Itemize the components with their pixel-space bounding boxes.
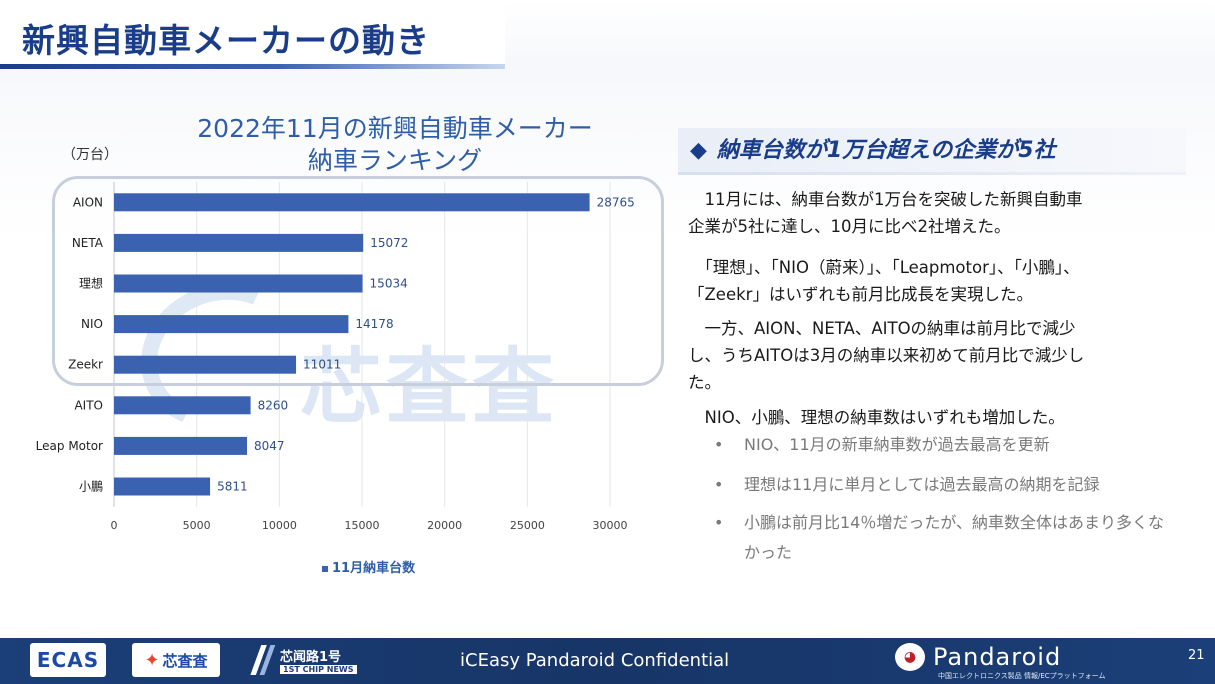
bullet-dot-icon: • — [714, 435, 724, 454]
bar-value-label: 5811 — [217, 480, 248, 494]
bullet-text: 理想は11月に単月としては過去最高の納期を記録 — [744, 475, 1100, 494]
paragraph-line: し、うちAITOは3月の納車以来初めて前月比で減少し — [688, 346, 1085, 365]
bullet-text: NIO、11月の新車納車数が過去最高を更新 — [744, 435, 1050, 454]
chart-title-line1: 2022年11月の新興自動車メーカー — [197, 114, 593, 143]
slide-title: 新興自動車メーカーの動き — [22, 21, 430, 60]
chart-title: 2022年11月の新興自動車メーカー 納車ランキング — [150, 113, 640, 177]
bullet-item-1: • NIO、11月の新車納車数が過去最高を更新 — [714, 430, 1174, 460]
category-label: NETA — [72, 236, 104, 250]
legend-label: 11月納車台数 — [332, 561, 416, 576]
paragraph-4: NIO、小鵬、理想の納車数はいずれも増加した。 — [688, 404, 1158, 431]
chip-news-text: 芯闻路1号 1ST CHIP NEWS — [280, 646, 357, 674]
paragraph-line: 企業が5社に達し、10月に比べ2社増えた。 — [688, 217, 1011, 236]
right-heading-rule — [678, 172, 1186, 175]
bar-value-label: 8047 — [254, 439, 285, 453]
pandaroid-logo: ◕ Pandaroid — [895, 643, 1061, 671]
bar-chart: 0 5000 10000 15000 20000 25000 30000 AION 28765 N… — [36, 182, 635, 532]
diamond-icon: ◆ — [690, 138, 707, 163]
paragraph-2: 「理想」、「NIO（蔚来）」、「Leapmotor」、「小鵬」、 「Zeekr」… — [688, 254, 1158, 308]
paragraph-line: た。 — [688, 373, 721, 392]
chip-news-logo: 芯闻路1号 1ST CHIP NEWS — [250, 643, 360, 677]
category-label: 小鵬 — [79, 480, 103, 494]
bar-value-label: 11011 — [303, 358, 341, 372]
chip-news-en: 1ST CHIP NEWS — [280, 665, 357, 674]
legend-swatch — [322, 565, 328, 572]
bar — [114, 193, 590, 212]
x-tick-label: 30000 — [593, 519, 628, 532]
watermark-text: 芯査査 — [300, 340, 559, 435]
panda-icon: ◕ — [895, 643, 925, 671]
bar — [114, 355, 297, 374]
bullet-text: 小鵬は前月比14％増だったが、納車数全体はあまり多くなかった — [744, 513, 1165, 562]
bar-value-label: 15034 — [370, 277, 408, 291]
title-underline — [0, 64, 505, 69]
bar — [114, 477, 211, 496]
category-label: AION — [73, 195, 103, 209]
bar — [114, 315, 349, 334]
chart-legend: 11月納車台数 — [322, 557, 415, 576]
bar — [114, 396, 251, 415]
pandaroid-tagline: 中国エレクトロニクス製品 情報/ECプラットフォーム — [938, 672, 1106, 680]
xinchacha-logo: ✦ 芯査査 — [132, 643, 220, 677]
category-label: Leap Motor — [36, 439, 103, 453]
paragraph-1: 11月には、納車台数が1万台を突破した新興自動車 企業が5社に達し、10月に比べ… — [688, 186, 1158, 240]
bar — [114, 233, 364, 252]
bullet-item-2: • 理想は11月に単月としては過去最高の納期を記録 — [714, 470, 1174, 500]
paragraph-line: 一方、AION、NETA、AITOの納車は前月比で減少 — [688, 319, 1076, 338]
bar — [114, 274, 363, 293]
category-label: AITO — [74, 398, 103, 412]
x-tick-label: 10000 — [262, 519, 297, 532]
x-tick-label: 0 — [111, 519, 118, 532]
top5-highlight-frame — [52, 176, 664, 386]
right-heading-text: 納車台数が1万台超えの企業が5社 — [716, 138, 1056, 163]
bar-value-label: 14178 — [355, 317, 393, 331]
top-background — [505, 0, 1215, 80]
chip-news-cn: 芯闻路1号 — [280, 650, 342, 665]
x-tick-label: 15000 — [345, 519, 380, 532]
chip-news-slash-icon — [250, 645, 276, 675]
right-heading-band — [678, 128, 1186, 174]
right-heading: ◆ 納車台数が1万台超えの企業が5社 — [690, 132, 1056, 164]
bullet-dot-icon: • — [714, 513, 724, 532]
paragraph-line: 「理想」、「NIO（蔚来）」、「Leapmotor」、「小鵬」、 — [688, 258, 1080, 277]
xinchacha-logo-text: 芯査査 — [162, 651, 208, 670]
ecas-logo: ECAS — [30, 643, 106, 677]
confidential-label: iCEasy Pandaroid Confidential — [460, 650, 730, 671]
paragraph-line: 11月には、納車台数が1万台を突破した新興自動車 — [688, 190, 1083, 209]
chart-title-line2: 納車ランキング — [307, 146, 483, 175]
paragraph-line: 「Zeekr」はいずれも前月比成長を実現した。 — [688, 285, 1033, 304]
pandaroid-name: Pandaroid — [933, 643, 1062, 671]
chart-unit-label: （万台） — [62, 147, 118, 163]
page-number: 21 — [1188, 648, 1205, 663]
paragraph-3: 一方、AION、NETA、AITOの納車は前月比で減少 し、うちAITOは3月の… — [688, 315, 1158, 396]
bar-value-label: 15072 — [370, 236, 408, 250]
category-label: NIO — [81, 317, 103, 331]
category-label: 理想 — [79, 276, 103, 291]
bullet-item-3: • 小鵬は前月比14％増だったが、納車数全体はあまり多くなかった — [714, 508, 1174, 568]
paragraph-line: NIO、小鵬、理想の納車数はいずれも増加した。 — [688, 408, 1065, 427]
bar-value-label: 8260 — [258, 398, 289, 412]
bullet-dot-icon: • — [714, 475, 724, 494]
bar — [114, 436, 248, 455]
x-tick-label: 25000 — [510, 519, 545, 532]
x-tick-label: 20000 — [427, 519, 462, 532]
bar-value-label: 28765 — [597, 195, 635, 209]
x-tick-label: 5000 — [183, 519, 211, 532]
xinchacha-mark-icon: ✦ — [144, 649, 160, 671]
